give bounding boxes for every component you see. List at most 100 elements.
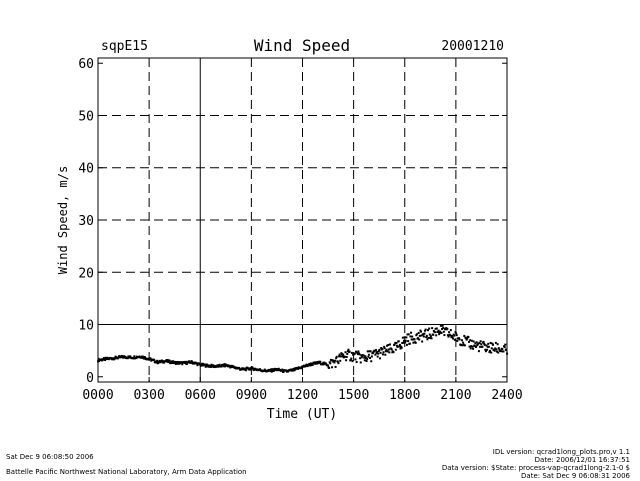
data-point [494,341,497,344]
data-point [426,338,429,341]
data-point [392,351,395,354]
data-point [350,351,353,354]
data-point [318,360,321,363]
data-point [209,364,212,367]
footer-data-version: Data version: $State: process-vap-qcrad1… [441,464,630,472]
data-point [466,337,469,340]
data-point [442,326,445,329]
data-point [168,359,171,362]
data-point [246,366,249,369]
data-point [354,358,357,361]
data-point [450,336,453,339]
axis-ticks [97,62,508,382]
data-point [170,360,173,363]
data-point [102,358,105,361]
data-point [494,347,497,350]
data-point [311,363,314,366]
data-point [386,350,389,353]
data-point [462,341,465,344]
data-point [428,333,431,336]
data-point [192,361,195,364]
data-point [171,360,174,363]
data-point [339,359,342,362]
data-point [484,348,487,351]
data-point [201,364,204,367]
data-point [269,370,272,373]
data-point [422,335,425,338]
data-point [369,357,372,360]
x-tick-label: 1500 [338,388,369,403]
data-point [469,347,472,350]
data-point [477,342,480,345]
data-point [140,355,143,358]
data-point [230,364,233,367]
data-point [161,361,164,364]
data-point [374,353,377,356]
y-tick-label: 20 [78,266,94,281]
data-point [166,359,169,362]
data-point [204,363,207,366]
y-tick-label: 60 [78,57,94,72]
data-point [410,331,413,334]
data-point [489,341,492,344]
y-tick-label: 30 [78,214,94,229]
footer-idl-date: Date: 2006/12/01 16:37:51 [534,456,630,464]
data-point [115,356,118,359]
data-point [470,339,473,342]
data-point [461,344,464,347]
x-tick-label: 2400 [491,388,522,403]
data-point [450,334,453,337]
data-point [422,333,425,336]
data-point [478,341,481,344]
data-point [460,344,463,347]
data-point [417,337,420,340]
data-point [484,350,487,353]
data-point [370,360,373,363]
data-point [373,350,376,353]
data-point [188,360,191,363]
data-point [364,357,367,360]
data-point [252,367,255,370]
data-point [436,330,439,333]
data-point [105,358,108,361]
data-point [379,351,382,354]
data-point [275,368,278,371]
data-point [456,339,459,342]
data-point [249,367,252,370]
data-point [223,365,226,368]
data-point [468,345,471,348]
data-point [135,357,138,360]
data-point [428,327,431,330]
data-point [451,336,454,339]
data-point [469,339,472,342]
data-point [495,348,498,351]
data-point [479,345,482,348]
data-point [504,343,507,346]
data-point [463,344,466,347]
data-point [222,365,225,368]
data-point [408,342,411,345]
data-point [467,336,470,339]
data-point [347,348,350,351]
data-point [336,360,339,363]
data-point [133,355,136,358]
data-point [218,363,221,366]
data-point [332,360,335,363]
data-point [318,361,321,364]
data-point [366,358,369,361]
data-point [429,336,432,339]
data-point [438,333,441,336]
data-point [496,343,499,346]
data-point [481,345,484,348]
data-point [191,361,194,364]
data-point [502,350,505,353]
data-point [479,340,482,343]
data-point [201,362,204,365]
data-point [97,357,100,360]
data-point [400,345,403,348]
data-point [449,334,452,337]
data-point [431,327,434,330]
data-point [157,361,160,364]
data-point [224,363,227,366]
data-point [174,360,177,363]
